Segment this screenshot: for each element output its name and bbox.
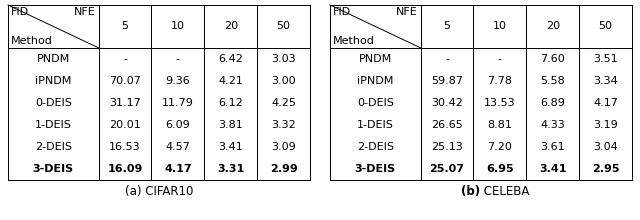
Text: FID: FID	[11, 7, 29, 17]
Text: 0-DEIS: 0-DEIS	[357, 98, 394, 108]
Text: 25.13: 25.13	[431, 142, 463, 152]
Text: -: -	[176, 54, 180, 64]
Text: 8.81: 8.81	[488, 120, 512, 130]
Text: 3.04: 3.04	[593, 142, 618, 152]
Text: 5: 5	[122, 21, 129, 31]
Text: 20: 20	[223, 21, 238, 31]
Text: 3.51: 3.51	[593, 54, 618, 64]
Text: 70.07: 70.07	[109, 76, 141, 86]
Text: 10: 10	[171, 21, 185, 31]
Text: -: -	[123, 54, 127, 64]
Text: 6.12: 6.12	[218, 98, 243, 108]
Text: 6.95: 6.95	[486, 164, 514, 174]
Text: 3.41: 3.41	[539, 164, 566, 174]
Text: 3-DEIS: 3-DEIS	[355, 164, 396, 174]
Text: 10: 10	[493, 21, 507, 31]
Text: 4.17: 4.17	[593, 98, 618, 108]
Text: 3.19: 3.19	[593, 120, 618, 130]
Text: 7.20: 7.20	[488, 142, 512, 152]
Text: 13.53: 13.53	[484, 98, 516, 108]
Text: 7.78: 7.78	[488, 76, 513, 86]
Text: 3.41: 3.41	[218, 142, 243, 152]
Text: 6.89: 6.89	[540, 98, 565, 108]
Text: 3.03: 3.03	[271, 54, 296, 64]
Text: FID: FID	[333, 7, 351, 17]
Text: 2.99: 2.99	[269, 164, 298, 174]
Text: 4.25: 4.25	[271, 98, 296, 108]
Text: (a) CIFAR10: (a) CIFAR10	[125, 185, 193, 198]
Text: 3.61: 3.61	[540, 142, 565, 152]
Text: 20: 20	[546, 21, 560, 31]
Text: 2-DEIS: 2-DEIS	[357, 142, 394, 152]
Text: 26.65: 26.65	[431, 120, 463, 130]
Text: 3.34: 3.34	[593, 76, 618, 86]
Text: 6.09: 6.09	[166, 120, 190, 130]
Text: 4.57: 4.57	[165, 142, 190, 152]
Text: 6.42: 6.42	[218, 54, 243, 64]
Text: 31.17: 31.17	[109, 98, 141, 108]
Text: CELEBA: CELEBA	[480, 185, 529, 198]
Text: -: -	[498, 54, 502, 64]
Text: 50: 50	[598, 21, 612, 31]
Text: 4.21: 4.21	[218, 76, 243, 86]
Text: (b): (b)	[461, 185, 480, 198]
Text: PNDM: PNDM	[36, 54, 70, 64]
Text: 9.36: 9.36	[166, 76, 190, 86]
Text: 3.09: 3.09	[271, 142, 296, 152]
Text: 25.07: 25.07	[429, 164, 465, 174]
Text: NFE: NFE	[396, 7, 418, 17]
Text: 11.79: 11.79	[162, 98, 194, 108]
Text: 7.60: 7.60	[540, 54, 565, 64]
Text: 4.17: 4.17	[164, 164, 192, 174]
Text: iPNDM: iPNDM	[357, 76, 394, 86]
Text: 59.87: 59.87	[431, 76, 463, 86]
Text: 30.42: 30.42	[431, 98, 463, 108]
Text: 16.53: 16.53	[109, 142, 141, 152]
Text: PNDM: PNDM	[358, 54, 392, 64]
Text: Method: Method	[333, 36, 375, 46]
Text: 3-DEIS: 3-DEIS	[33, 164, 74, 174]
Text: NFE: NFE	[74, 7, 95, 17]
Text: iPNDM: iPNDM	[35, 76, 72, 86]
Text: 50: 50	[276, 21, 291, 31]
Text: Method: Method	[11, 36, 53, 46]
Text: 1-DEIS: 1-DEIS	[35, 120, 72, 130]
Text: 2-DEIS: 2-DEIS	[35, 142, 72, 152]
Text: 3.32: 3.32	[271, 120, 296, 130]
Text: 16.09: 16.09	[108, 164, 143, 174]
Text: 3.81: 3.81	[218, 120, 243, 130]
Text: 3.31: 3.31	[217, 164, 244, 174]
Text: 0-DEIS: 0-DEIS	[35, 98, 72, 108]
Text: 20.01: 20.01	[109, 120, 141, 130]
Text: 5: 5	[444, 21, 451, 31]
Text: 2.95: 2.95	[592, 164, 620, 174]
Text: 5.58: 5.58	[540, 76, 565, 86]
Text: -: -	[445, 54, 449, 64]
Text: 1-DEIS: 1-DEIS	[357, 120, 394, 130]
Text: 4.33: 4.33	[540, 120, 565, 130]
Text: 3.00: 3.00	[271, 76, 296, 86]
